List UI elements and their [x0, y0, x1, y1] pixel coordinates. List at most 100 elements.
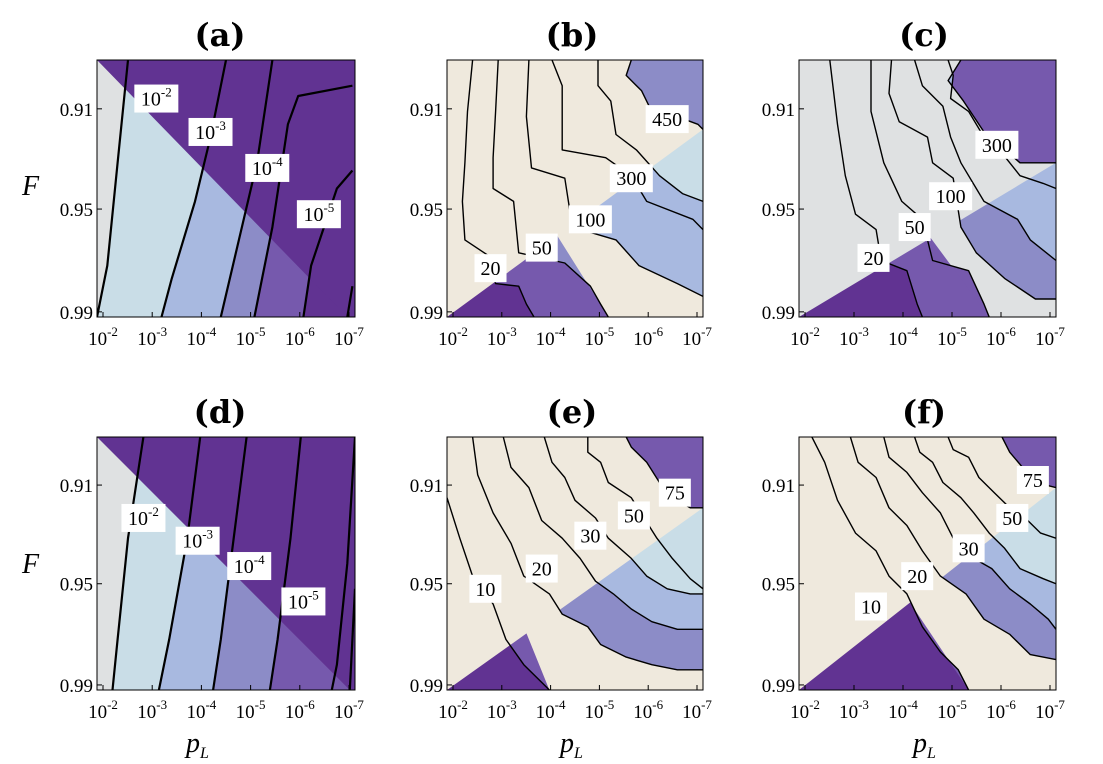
x-axis-label-d: pL: [184, 728, 209, 762]
x-tick-label-f-0: 10-2: [790, 697, 820, 723]
contour-line-a-5: [346, 286, 354, 317]
x-tick-label-a-0: 10-2: [88, 324, 118, 350]
x-tick-label-c-3: 10-5: [937, 324, 967, 350]
svg-text:10: 10: [861, 597, 881, 619]
contour-label-e-2: 30: [574, 521, 607, 550]
y-tick-label-e-0: 0.91: [410, 476, 443, 497]
contour-label-a-0: 10-2: [134, 84, 179, 113]
frame-b: [446, 59, 704, 318]
svg-text:10-5: 10-5: [288, 587, 319, 613]
contour-label-c-1: 100: [929, 182, 973, 211]
contour-line-c-0: [829, 60, 924, 317]
x-tick-label-c-2: 10-4: [888, 324, 918, 350]
contour-label-d-3: 10-5: [281, 587, 326, 616]
svg-text:30: 30: [959, 538, 979, 560]
x-tick-label-a-1: 10-3: [137, 324, 167, 350]
svg-text:75: 75: [665, 483, 685, 505]
contour-label-b-2: 100: [568, 205, 612, 234]
frame-c: [798, 59, 1057, 318]
y-tick-label-f-2: 0.99: [762, 676, 795, 697]
contour-label-e-3: 20: [525, 554, 558, 583]
contour-line-e-2: [502, 437, 703, 630]
svg-text:50: 50: [1002, 508, 1022, 530]
x-axis-label-e: pL: [558, 728, 583, 762]
x-tick-label-d-1: 10-3: [137, 697, 167, 723]
x-tick-label-b-4: 10-6: [633, 324, 663, 350]
contour-line-f-3: [913, 437, 1056, 585]
contour-region-b-6: [447, 60, 703, 317]
contour-label-b-3: 50: [525, 233, 558, 262]
frame-f: [798, 436, 1057, 691]
x-tick-label-b-5: 10-7: [682, 324, 712, 350]
svg-text:75: 75: [1023, 470, 1043, 492]
x-tick-label-e-5: 10-7: [682, 697, 712, 723]
y-tick-label-f-1: 0.95: [762, 575, 795, 596]
frame-a: [96, 59, 356, 318]
svg-text:50: 50: [905, 217, 925, 239]
x-tick-label-d-5: 10-7: [334, 697, 364, 723]
panel-title-b: (b): [546, 16, 599, 54]
x-tick-label-b-1: 10-3: [487, 324, 517, 350]
x-tick-label-f-1: 10-3: [839, 697, 869, 723]
y-tick-label-e-2: 0.99: [410, 676, 443, 697]
x-tick-label-b-0: 10-2: [438, 324, 468, 350]
svg-text:20: 20: [864, 248, 884, 270]
frame-e: [446, 436, 704, 691]
x-axis-label-f: pL: [911, 728, 936, 762]
contour-label-c-2: 50: [898, 213, 931, 242]
x-tick-label-d-0: 10-2: [88, 697, 118, 723]
svg-text:20: 20: [907, 566, 927, 588]
plot-area-d: [97, 437, 355, 690]
x-tick-label-b-2: 10-4: [536, 324, 566, 350]
y-tick-label-e-1: 0.95: [410, 575, 443, 596]
x-tick-label-c-0: 10-2: [790, 324, 820, 350]
contour-region-a-3: [220, 60, 353, 317]
contour-line-d-0: [111, 437, 145, 690]
svg-text:30: 30: [580, 526, 600, 548]
contour-line-d-5: [348, 588, 355, 690]
contour-line-d-4: [330, 437, 355, 690]
x-tick-label-c-4: 10-6: [986, 324, 1016, 350]
contour-region-e-6: [447, 437, 703, 690]
contour-label-f-1: 50: [996, 503, 1029, 532]
contour-region-d-6: [97, 437, 355, 690]
x-tick-label-c-5: 10-7: [1035, 324, 1065, 350]
contour-region-a-6: [97, 60, 355, 317]
contour-label-b-0: 450: [645, 105, 689, 134]
svg-text:100: 100: [936, 186, 966, 208]
contour-label-f-2: 30: [952, 534, 985, 563]
plot-area-c: [799, 60, 1056, 317]
contour-line-b-0: [461, 60, 535, 317]
y-axis-label-top: F: [21, 171, 40, 202]
plot-area-e: [447, 437, 703, 690]
y-tick-label-c-2: 0.99: [762, 303, 795, 324]
contour-label-c-0: 300: [975, 130, 1019, 159]
y-tick-label-a-1: 0.95: [60, 200, 93, 221]
panel-title-a: (a): [194, 16, 245, 54]
svg-text:20: 20: [532, 559, 552, 581]
x-tick-label-f-4: 10-6: [986, 697, 1016, 723]
x-tick-label-f-2: 10-4: [888, 697, 918, 723]
svg-text:10-3: 10-3: [195, 118, 226, 144]
y-tick-label-f-0: 0.91: [762, 476, 795, 497]
contour-region-a-0: [97, 60, 128, 317]
panel-title-c: (c): [899, 16, 949, 54]
svg-text:10-5: 10-5: [303, 200, 334, 226]
contour-line-a-0: [97, 60, 130, 317]
contour-line-b-1: [492, 60, 609, 317]
y-tick-label-d-2: 0.99: [60, 676, 93, 697]
contour-label-d-0: 10-2: [121, 503, 166, 532]
x-tick-label-f-5: 10-7: [1035, 697, 1065, 723]
contour-label-f-0: 75: [1016, 466, 1049, 495]
contour-line-f-0: [811, 437, 970, 690]
contour-line-e-3: [543, 437, 703, 595]
x-tick-label-a-3: 10-5: [236, 324, 266, 350]
y-tick-label-a-2: 0.99: [60, 303, 93, 324]
svg-text:10: 10: [475, 579, 495, 601]
x-tick-label-e-4: 10-6: [633, 697, 663, 723]
y-tick-label-b-1: 0.95: [410, 200, 443, 221]
svg-text:300: 300: [982, 135, 1012, 157]
